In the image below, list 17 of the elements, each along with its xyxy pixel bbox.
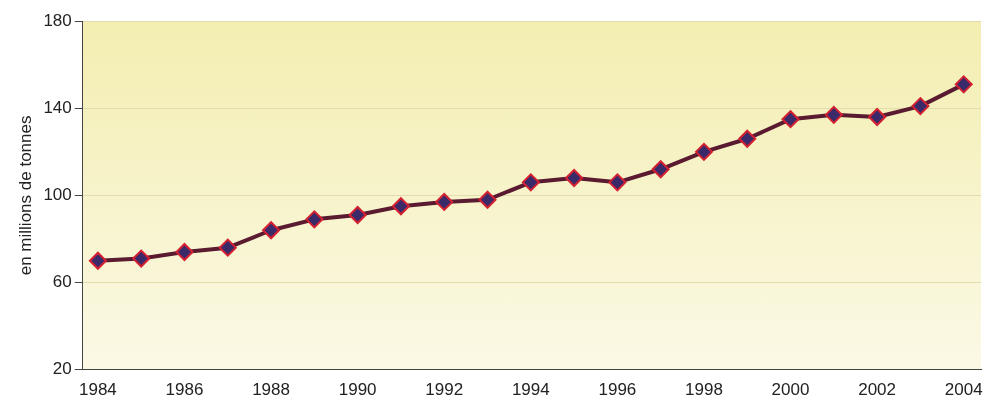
x-tick-label: 1990 <box>338 380 377 400</box>
x-tick-label: 1994 <box>511 380 550 400</box>
y-axis-title: en millions de tonnes <box>15 115 35 276</box>
y-tick-label: 20 <box>52 359 72 379</box>
x-tick-label: 1996 <box>598 380 637 400</box>
x-tick-label: 1988 <box>252 380 290 400</box>
x-tick-label: 2004 <box>944 380 983 400</box>
x-tick-label: 1986 <box>165 380 204 400</box>
y-tick-label: 180 <box>43 10 72 30</box>
y-tick-label: 60 <box>52 272 72 292</box>
x-tick-label: 2002 <box>858 380 897 400</box>
y-tick-label: 140 <box>43 97 72 117</box>
y-tick-label: 100 <box>43 185 72 205</box>
x-tick-label: 1984 <box>79 380 117 400</box>
x-tick-label: 2000 <box>771 380 810 400</box>
x-tick-label: 1992 <box>425 380 464 400</box>
x-tick-label: 1998 <box>685 380 723 400</box>
